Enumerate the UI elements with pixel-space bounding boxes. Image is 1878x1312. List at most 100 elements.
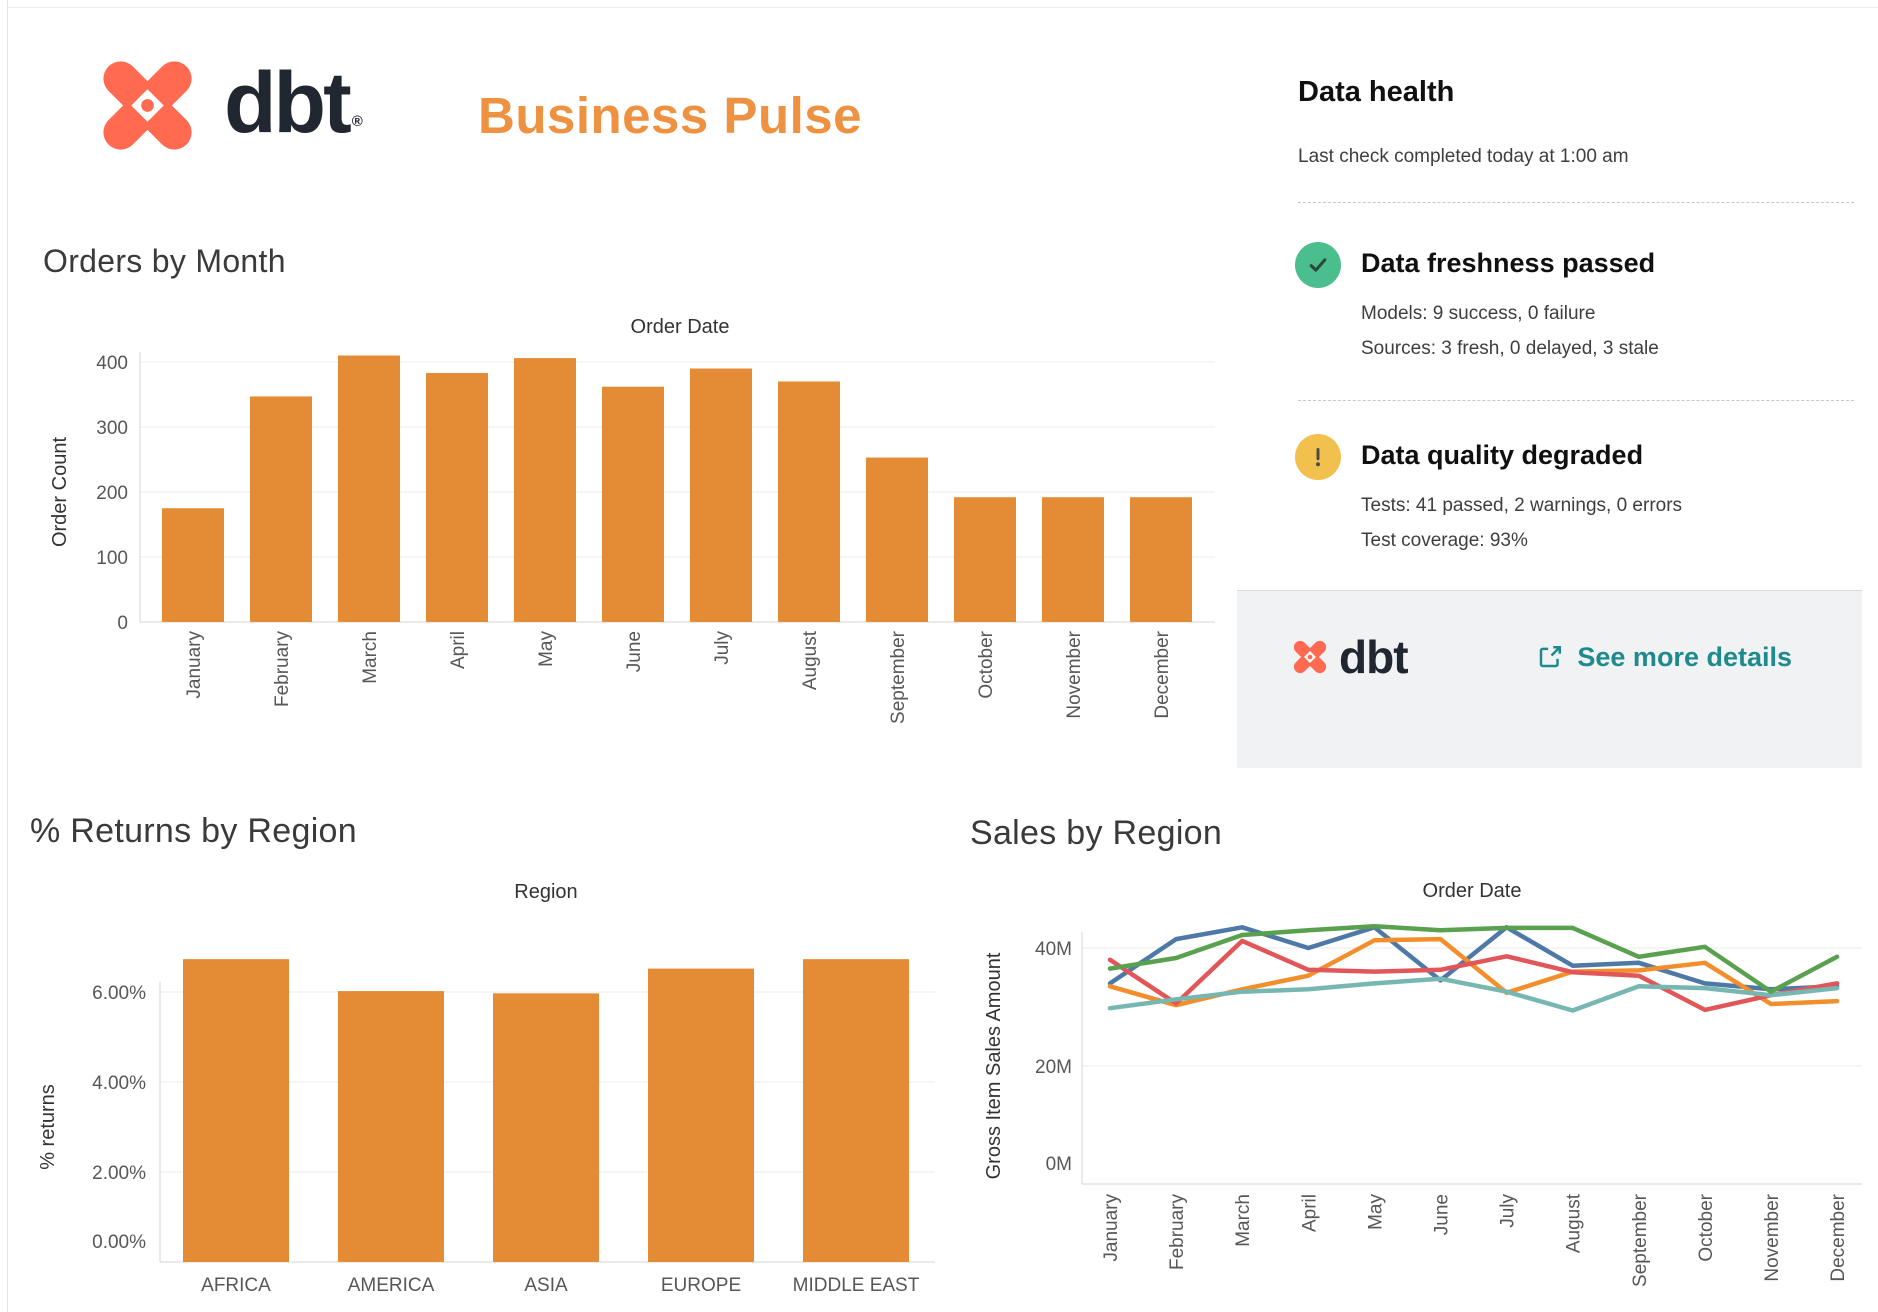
x-tick-label: December [1152, 630, 1173, 718]
data-health-subtitle: Last check completed today at 1:00 am [1298, 146, 1629, 167]
line-series-teal[interactable] [1107, 976, 1840, 1013]
bar-march[interactable] [338, 355, 400, 623]
bar-september[interactable] [866, 457, 928, 622]
x-tick-label: AFRICA [201, 1275, 271, 1296]
y-tick-label: 0M [1046, 1154, 1072, 1175]
x-tick-label: April [448, 631, 469, 669]
x-tick-label: February [272, 631, 293, 708]
y-tick-label: 200 [96, 483, 128, 504]
x-tick-label: August [800, 630, 821, 690]
x-tick-label: AMERICA [348, 1275, 435, 1296]
y-tick-label: 0 [117, 613, 128, 634]
y-tick-label: 400 [96, 353, 128, 374]
bar-asia[interactable] [493, 993, 599, 1262]
x-tick-label: April [1299, 1194, 1320, 1232]
column-header: Region [514, 881, 577, 903]
x-tick-label: August [1564, 1193, 1585, 1253]
x-tick-label: October [1696, 1193, 1717, 1261]
x-tick-label: November [1064, 630, 1085, 718]
status-detail: Test coverage: 93% [1361, 530, 1528, 551]
external-link-icon [1540, 646, 1562, 668]
bar-africa[interactable] [183, 959, 289, 1262]
data-health-title: Data health [1298, 76, 1455, 108]
data-quality-status: Data quality degraded Tests: 41 passed, … [1295, 434, 1855, 566]
x-tick-label: May [536, 631, 557, 667]
exclamation-circle-icon [1295, 434, 1341, 480]
status-detail: Tests: 41 passed, 2 warnings, 0 errors [1361, 495, 1683, 516]
data-freshness-status: Data freshness passed Models: 9 success,… [1295, 242, 1855, 374]
bar-january[interactable] [162, 508, 224, 622]
data-health-footer: dbt See more details [1237, 590, 1862, 768]
x-tick-label: July [712, 631, 733, 665]
y-tick-label: 6.00% [92, 983, 146, 1004]
y-tick-label: 0.00% [92, 1232, 146, 1253]
dbt-logo-icon [1293, 640, 1327, 674]
x-tick-label: February [1167, 1194, 1188, 1271]
bar-europe[interactable] [648, 968, 754, 1262]
x-tick-label: December [1828, 1193, 1849, 1281]
see-more-details-label: See more details [1577, 641, 1792, 672]
bar-october[interactable] [954, 497, 1016, 622]
divider [1298, 400, 1854, 401]
y-tick-label: 100 [96, 548, 128, 569]
bar-may[interactable] [514, 358, 576, 622]
x-tick-label: October [976, 630, 997, 698]
registered-mark: ® [351, 113, 363, 130]
bar-december[interactable] [1130, 497, 1192, 622]
status-detail: Sources: 3 fresh, 0 delayed, 3 stale [1361, 338, 1659, 359]
y-tick-label: 2.00% [92, 1163, 146, 1184]
dbt-logo-wordmark: dbt ® [224, 55, 363, 151]
x-tick-label: March [1233, 1194, 1254, 1247]
sales-chart-title: Sales by Region [970, 814, 1223, 852]
x-tick-label: January [184, 631, 205, 699]
x-tick-label: March [360, 631, 381, 684]
y-tick-label: 40M [1035, 939, 1072, 960]
x-tick-label: June [624, 631, 645, 672]
x-tick-label: January [1101, 1194, 1122, 1262]
bar-august[interactable] [778, 381, 840, 623]
y-axis-title: % returns [37, 1084, 59, 1170]
x-tick-label: MIDDLE EAST [793, 1275, 920, 1296]
bar-america[interactable] [338, 991, 444, 1262]
divider [1298, 202, 1854, 203]
y-tick-label: 20M [1035, 1057, 1072, 1078]
x-tick-label: ASIA [524, 1275, 568, 1296]
top-border-line [7, 7, 1878, 8]
see-more-details-link[interactable]: See more details [1535, 642, 1792, 673]
column-header: Order Date [1423, 880, 1522, 902]
dbt-footer-wordmark: dbt [1339, 631, 1409, 683]
y-tick-label: 4.00% [92, 1073, 146, 1094]
y-axis-title: Order Count [49, 437, 71, 547]
bar-june[interactable] [602, 386, 664, 622]
orders-by-month-chart: Order Date Order Count 400 300 200 100 0 Januar… [49, 316, 1215, 724]
returns-by-region-chart: Region % returns 6.00% 4.00% 2.00% 0.00% AFRIC… [37, 881, 935, 1296]
returns-chart-title: % Returns by Region [30, 812, 357, 850]
x-tick-label: July [1498, 1194, 1519, 1228]
dbt-logo-icon [103, 61, 192, 150]
y-axis-title: Gross Item Sales Amount [983, 952, 1005, 1179]
bar-july[interactable] [690, 368, 752, 623]
bar-middle-east[interactable] [803, 959, 909, 1262]
column-header: Order Date [631, 316, 730, 338]
status-detail: Models: 9 success, 0 failure [1361, 303, 1596, 324]
x-tick-label: November [1762, 1193, 1783, 1281]
orders-chart-title: Orders by Month [43, 243, 286, 279]
check-circle-icon [1295, 242, 1341, 288]
bar-april[interactable] [426, 373, 488, 622]
left-border-line [7, 0, 8, 1312]
bar-february[interactable] [250, 396, 312, 622]
x-tick-label: September [888, 630, 909, 724]
bar-november[interactable] [1042, 497, 1104, 622]
x-tick-label: EUROPE [661, 1275, 741, 1296]
status-title: Data freshness passed [1361, 248, 1656, 278]
page-title: Business Pulse [478, 87, 862, 144]
line-series-red[interactable] [1107, 938, 1840, 1013]
status-title: Data quality degraded [1361, 440, 1644, 470]
y-tick-label: 300 [96, 418, 128, 439]
dbt-footer-logo: dbt [1289, 630, 1409, 684]
x-tick-label: September [1630, 1193, 1651, 1287]
x-tick-label: May [1365, 1194, 1386, 1230]
line-series-blue[interactable] [1107, 925, 1840, 992]
line-series-green[interactable] [1107, 923, 1840, 994]
